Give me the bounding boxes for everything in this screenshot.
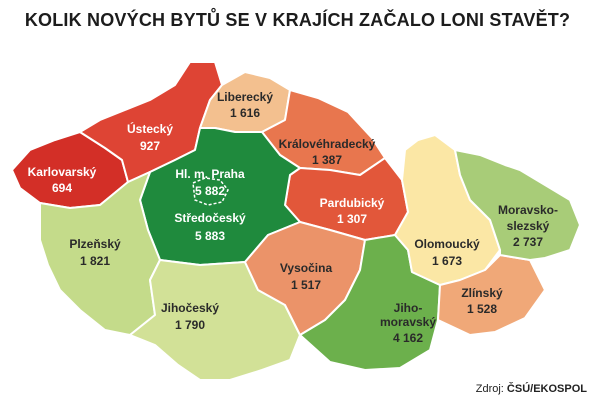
label-praha-value: 5 882	[195, 184, 225, 198]
label-pardubicky-value: 1 307	[337, 212, 367, 226]
label-zlinsky-value: 1 528	[467, 302, 497, 316]
label-jihocesky-name: Jihočeský	[161, 301, 219, 315]
label-olomoucky-name: Olomoucký	[414, 237, 480, 251]
label-plzensky-name: Plzeňský	[69, 237, 121, 251]
label-jihomoravsky-name: Jiho-	[394, 301, 423, 315]
label-ustecky-name: Ústecký	[127, 121, 173, 136]
label-moravskoslezsky-value: 2 737	[513, 235, 543, 249]
label-stredocesky-name: Středočeský	[174, 211, 246, 225]
label-ustecky-value: 927	[140, 139, 160, 153]
label-kralovehradecky-name: Královéhradecký	[279, 137, 376, 151]
label-praha-name: Hl. m. Praha	[175, 167, 245, 181]
label-moravskoslezsky-name: Moravsko-	[498, 203, 558, 217]
label-jihomoravsky-value: 4 162	[393, 331, 423, 345]
label-liberecky-name: Liberecký	[217, 90, 273, 104]
label-stredocesky-value: 5 883	[195, 229, 225, 243]
label-vysocina-name: Vysočina	[280, 261, 333, 275]
label-karlovarsky-value: 694	[52, 181, 72, 195]
label-jihocesky-value: 1 790	[175, 318, 205, 332]
map-title: KOLIK NOVÝCH BYTŮ SE V KRAJÍCH ZAČALO LO…	[24, 10, 571, 30]
label-vysocina-value: 1 517	[291, 278, 321, 292]
source-name: ČSÚ/EKOSPOL	[506, 383, 587, 395]
label-kralovehradecky-value: 1 387	[312, 153, 342, 167]
label-moravskoslezsky-name2: slezský	[507, 219, 550, 233]
label-plzensky-value: 1 821	[80, 254, 110, 268]
label-karlovarsky-name: Karlovarský	[28, 165, 97, 179]
region-praha[interactable]	[192, 177, 229, 206]
label-liberecky-value: 1 616	[230, 106, 260, 120]
label-zlinsky-name: Zlínský	[461, 286, 503, 300]
source-prefix: Zdroj:	[475, 383, 507, 395]
region-moravskoslezsky[interactable]	[454, 149, 581, 261]
label-olomoucky-value: 1 673	[432, 254, 462, 268]
label-jihomoravsky-name2: moravský	[380, 315, 436, 329]
source-credit: Zdroj: ČSÚ/EKOSPOL	[476, 383, 587, 395]
label-pardubicky-name: Pardubický	[320, 196, 385, 210]
region-zlinsky[interactable]	[437, 254, 546, 336]
